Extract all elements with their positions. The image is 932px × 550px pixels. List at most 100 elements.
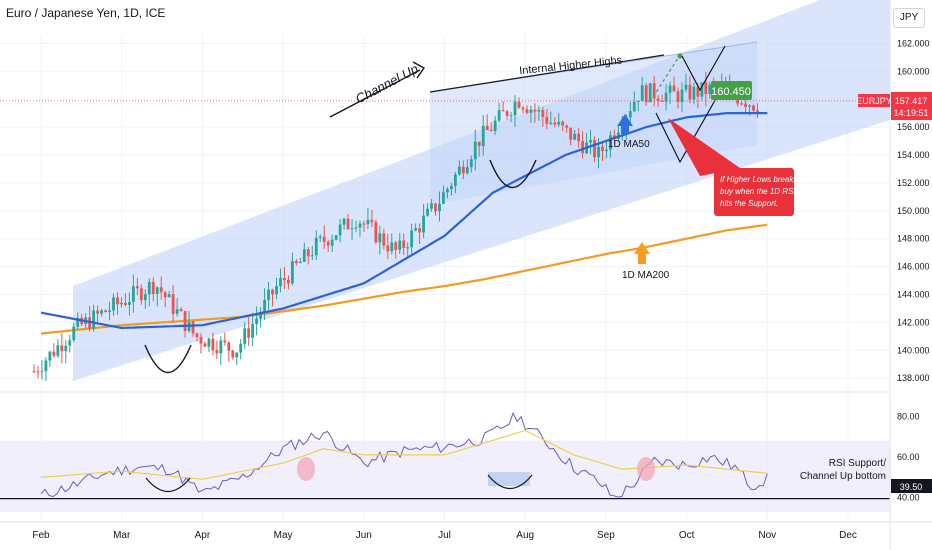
candle-body: [52, 351, 56, 356]
candle-body: [72, 326, 76, 341]
candle-body: [346, 218, 350, 230]
candle-body: [247, 328, 251, 338]
rsi-support-label-2: Channel Up bottom: [800, 471, 886, 482]
rsi-tick-label: 40.00: [897, 493, 920, 503]
candle-body: [290, 261, 294, 284]
candle-body: [350, 228, 354, 230]
candle-body: [461, 166, 465, 174]
time-tick-label: Oct: [679, 530, 695, 541]
time-tick-label: Sep: [597, 530, 615, 541]
candle-body: [553, 122, 557, 125]
time-tick-label: Mar: [113, 530, 131, 541]
candle-body: [306, 249, 310, 257]
price-tick-label: 148.000: [897, 234, 930, 244]
candle-body: [497, 110, 501, 121]
price-tick-label: 142.000: [897, 317, 930, 327]
candle-body: [378, 233, 382, 243]
candle-body: [636, 100, 640, 102]
callout-line-3: hits the Support.: [720, 199, 778, 208]
candle-body: [294, 261, 298, 264]
time-tick-label: Aug: [516, 530, 534, 541]
target-box: [711, 81, 752, 100]
callout-line-1: If Higher Lows break,: [720, 175, 796, 184]
price-tick-label: 150.000: [897, 206, 930, 216]
time-tick-label: Apr: [195, 530, 211, 541]
candle-body: [493, 120, 497, 131]
candle-body: [601, 146, 604, 152]
candle-body: [310, 255, 314, 257]
candle-body: [505, 111, 509, 116]
candle-body: [485, 125, 489, 130]
symbol-badge: [858, 94, 890, 107]
time-tick-label: Jul: [438, 530, 451, 541]
candle-body: [398, 240, 402, 250]
candle-body: [56, 345, 60, 356]
candle-body: [394, 242, 398, 250]
candles-layer: [32, 71, 759, 382]
candle-body: [692, 86, 696, 100]
candle-body: [744, 103, 747, 107]
candle-body: [302, 249, 306, 262]
candle-body: [211, 338, 215, 351]
candle-body: [275, 286, 278, 295]
candle-body: [100, 310, 103, 314]
channel-up-band: [73, 0, 890, 381]
price-tick-label: 154.000: [897, 150, 930, 160]
candle-body: [267, 289, 270, 300]
candle-body: [406, 247, 410, 249]
candle-body: [76, 317, 80, 327]
candle-body: [561, 121, 565, 126]
candle-body: [652, 83, 656, 99]
ma200-up-arrow: [634, 242, 650, 264]
candle-body: [660, 100, 664, 102]
candle-body: [36, 371, 40, 373]
rsi-high-marker: [297, 457, 315, 481]
candle-body: [477, 141, 481, 147]
candle-body: [251, 324, 255, 338]
time-tick-label: Jun: [356, 530, 372, 541]
candle-body: [434, 203, 437, 212]
time-tick-label: May: [274, 530, 293, 541]
candle-body: [402, 240, 406, 248]
candle-body: [259, 313, 262, 319]
candle-body: [271, 289, 274, 295]
candle-body: [609, 135, 612, 150]
candle-body: [32, 371, 36, 373]
candle-body: [541, 110, 545, 117]
bottom-arc-2: [489, 159, 537, 189]
candle-body: [573, 133, 577, 140]
candle-body: [143, 294, 147, 301]
price-tick-label: 146.000: [897, 262, 930, 272]
candle-body: [358, 223, 362, 228]
currency-button[interactable]: JPY: [893, 8, 925, 28]
candle-body: [740, 103, 744, 105]
candle-body: [366, 219, 370, 225]
higher-highs-line: [429, 54, 665, 93]
candle-body: [68, 340, 72, 346]
candle-body: [589, 140, 592, 143]
candle-body: [422, 215, 425, 233]
candle-body: [481, 125, 485, 147]
candle-body: [457, 166, 461, 175]
price-tick-label: 156.000: [897, 122, 930, 132]
candle-body: [752, 105, 755, 111]
callout-pointer: [668, 118, 740, 176]
candle-body: [569, 127, 573, 140]
target-label: 160.450: [711, 86, 751, 98]
callout-box: [714, 168, 794, 216]
candle-body: [239, 343, 243, 353]
candle-body: [108, 310, 111, 313]
candle-body: [545, 116, 549, 124]
candle-body: [92, 310, 96, 329]
candle-body: [640, 85, 644, 101]
candle-body: [533, 109, 537, 112]
candle-body: [342, 218, 346, 225]
price-badge-countdown: 14:19:51: [893, 108, 928, 118]
candle-body: [195, 333, 199, 338]
rsi-badge: [891, 479, 932, 493]
candle-body: [473, 141, 477, 160]
rsi-tick-label: 60.00: [897, 452, 920, 462]
candle-body: [235, 352, 239, 358]
chart-title: Euro / Japanese Yen, 1D, ICE: [6, 6, 166, 20]
